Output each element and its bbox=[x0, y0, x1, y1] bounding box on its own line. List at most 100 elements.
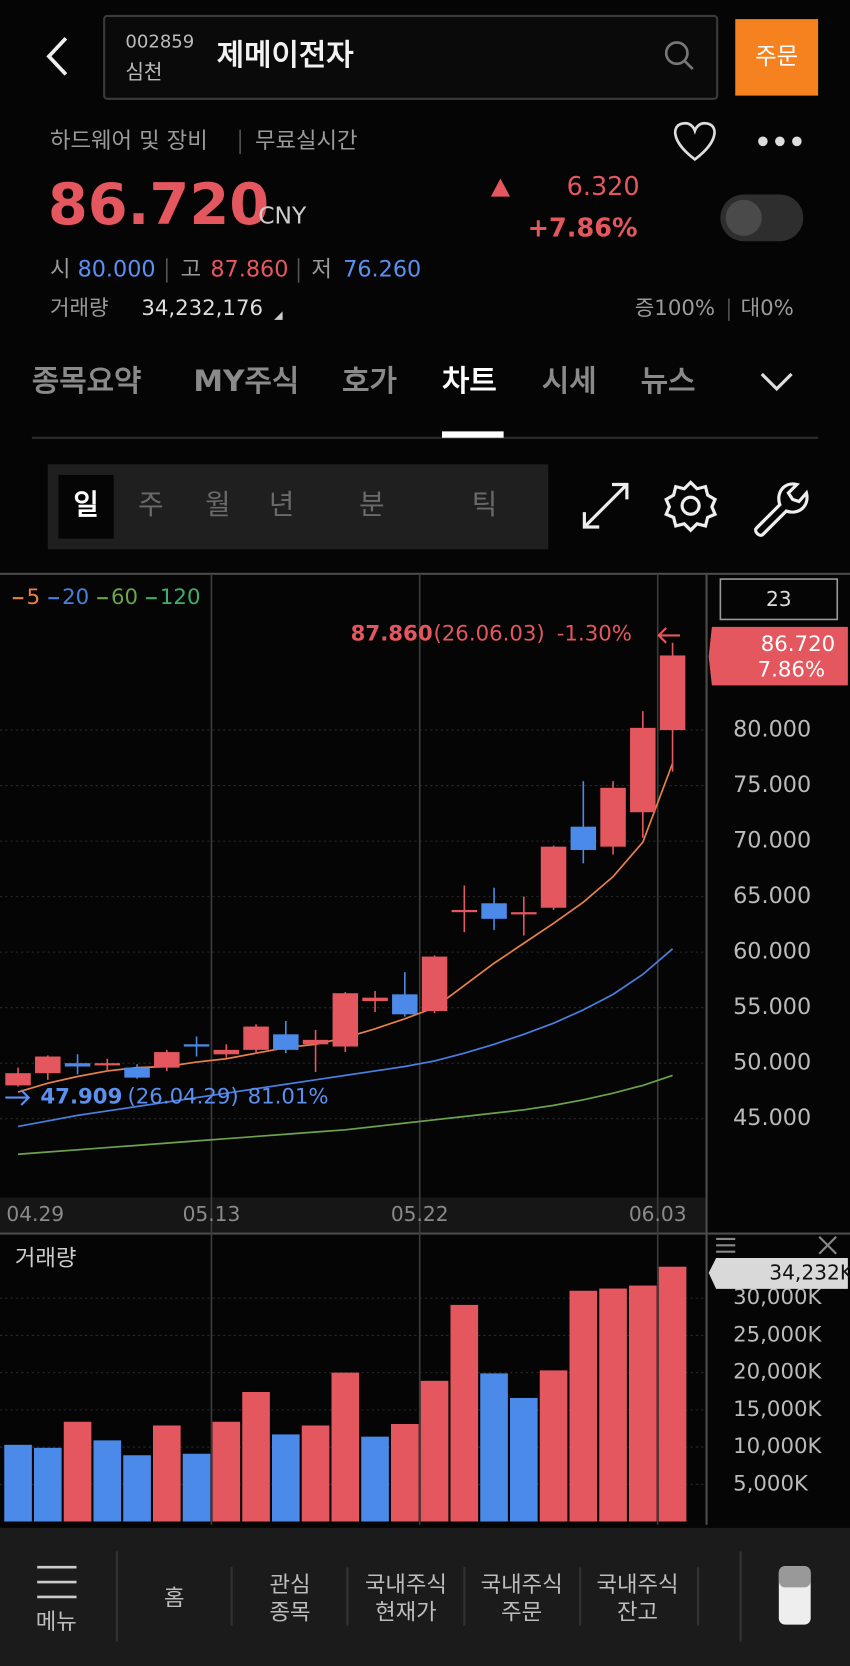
order-button-label[interactable]: 주문 bbox=[755, 42, 798, 70]
y-tick-label: 60.000 bbox=[733, 939, 811, 965]
tab[interactable]: 시세 bbox=[542, 364, 597, 399]
high-label: 고 bbox=[181, 256, 202, 282]
nav-label[interactable]: 잔고 bbox=[617, 1599, 658, 1625]
candle-body bbox=[630, 727, 656, 813]
volume-bar bbox=[153, 1425, 181, 1522]
open: 80.000 bbox=[78, 256, 156, 282]
period[interactable]: 분 bbox=[359, 488, 384, 521]
candle-count: 23 bbox=[766, 587, 792, 611]
last-change: 7.86% bbox=[758, 657, 826, 682]
toggle-knob bbox=[725, 199, 762, 236]
nav-label[interactable]: 종목 bbox=[270, 1599, 311, 1625]
period[interactable]: 일 bbox=[73, 488, 98, 521]
nav-label[interactable]: 홈 bbox=[164, 1586, 185, 1612]
y-tick-label: 65.000 bbox=[733, 883, 811, 909]
volume-bar bbox=[272, 1434, 300, 1522]
up-arrow bbox=[490, 178, 510, 197]
volume-bar bbox=[361, 1436, 389, 1522]
y-tick-label: 50.000 bbox=[733, 1050, 811, 1076]
last-volume: 34,232K bbox=[769, 1260, 850, 1284]
period[interactable]: 틱 bbox=[472, 488, 497, 521]
candle-body bbox=[94, 1063, 121, 1066]
period[interactable]: 주 bbox=[138, 488, 163, 521]
margin: 증100% bbox=[635, 296, 715, 321]
more-button[interactable] bbox=[758, 136, 802, 147]
y-tick-label: 55.000 bbox=[733, 994, 811, 1020]
favorite-button[interactable] bbox=[674, 121, 716, 162]
open-label: 시 bbox=[50, 256, 71, 282]
search-box[interactable] bbox=[103, 14, 719, 100]
period[interactable]: 년 bbox=[269, 488, 294, 521]
y-tick-label: 70.000 bbox=[733, 828, 811, 854]
nav-label[interactable]: 국내주식 bbox=[596, 1572, 678, 1598]
y-tick-label: 75.000 bbox=[733, 772, 811, 798]
change-pct: +7.86% bbox=[528, 214, 638, 244]
bottom-nav bbox=[0, 1527, 850, 1666]
legend-label: 20 bbox=[62, 585, 89, 610]
candle-body bbox=[154, 1052, 180, 1068]
fullscreen-button[interactable] bbox=[582, 482, 629, 529]
count-box bbox=[719, 578, 839, 621]
volume-bar bbox=[510, 1397, 538, 1522]
candle-body bbox=[659, 655, 686, 731]
volume-bar bbox=[331, 1372, 360, 1522]
y-tick-label: 15,000K bbox=[733, 1397, 822, 1422]
period[interactable]: 월 bbox=[205, 488, 230, 521]
nav-label[interactable]: 국내주식 bbox=[481, 1572, 563, 1598]
search-icon[interactable] bbox=[664, 41, 694, 71]
volume-close-icon[interactable] bbox=[818, 1235, 837, 1255]
settings-button[interactable] bbox=[664, 480, 718, 533]
menu-icon[interactable] bbox=[37, 1565, 77, 1599]
high: 87.860 bbox=[210, 256, 288, 282]
candle-body bbox=[302, 1039, 329, 1045]
volume-label: 거래량 bbox=[50, 296, 109, 321]
last-volume-box bbox=[708, 1258, 848, 1289]
volume-bar bbox=[34, 1447, 62, 1522]
tab[interactable]: 뉴스 bbox=[641, 364, 696, 399]
tab-active[interactable]: 차트 bbox=[442, 364, 497, 399]
y-tick-label: 5,000K bbox=[733, 1471, 809, 1496]
x-tick-label: 05.13 bbox=[183, 1202, 241, 1226]
volume: 34,232,176 bbox=[141, 296, 263, 321]
ma-line bbox=[17, 948, 674, 1128]
candle-body bbox=[362, 997, 388, 1001]
low-marker-value: 47.909 bbox=[40, 1085, 122, 1110]
candle-body bbox=[5, 1073, 31, 1086]
tab[interactable]: 호가 bbox=[342, 364, 397, 399]
tabs-expand[interactable] bbox=[760, 372, 793, 392]
last-price-box bbox=[708, 626, 848, 686]
app-switch-button[interactable] bbox=[778, 1566, 811, 1625]
x-tick-label: 05.22 bbox=[391, 1202, 449, 1226]
legend-label: 60 bbox=[111, 585, 138, 610]
volume-bar bbox=[4, 1444, 32, 1522]
volume-bar bbox=[420, 1380, 449, 1522]
realtime: 무료실시간 bbox=[255, 128, 358, 154]
volume-bar bbox=[242, 1391, 270, 1522]
order-button[interactable] bbox=[735, 19, 819, 96]
loan: 대0% bbox=[741, 296, 794, 321]
volume-indicator bbox=[274, 311, 283, 320]
tools-button[interactable] bbox=[754, 482, 809, 537]
back-button[interactable] bbox=[46, 36, 68, 76]
nav-label[interactable]: 현재가 bbox=[375, 1599, 437, 1625]
candle-body bbox=[273, 1034, 299, 1050]
candle-body bbox=[332, 993, 359, 1047]
nav-label[interactable]: 국내주식 bbox=[365, 1572, 447, 1598]
candle-body bbox=[124, 1067, 150, 1078]
tab[interactable]: 종목요약 bbox=[32, 364, 141, 399]
volume-menu-icon[interactable] bbox=[716, 1237, 736, 1253]
currency: CNY bbox=[258, 201, 307, 229]
volume-bar bbox=[93, 1440, 122, 1522]
nav-label[interactable]: 메뉴 bbox=[36, 1609, 77, 1635]
candle-body bbox=[540, 846, 567, 908]
nav-label[interactable]: 주문 bbox=[501, 1599, 542, 1625]
tab[interactable]: MY주식 bbox=[193, 364, 299, 399]
volume-bar bbox=[450, 1304, 479, 1522]
x-axis-band bbox=[0, 1197, 707, 1233]
stock-code: 002859 bbox=[125, 32, 194, 53]
stock-name: 제메이전자 bbox=[217, 38, 354, 73]
nav-label[interactable]: 관심 bbox=[270, 1572, 311, 1598]
y-tick-label: 25,000K bbox=[733, 1322, 822, 1347]
